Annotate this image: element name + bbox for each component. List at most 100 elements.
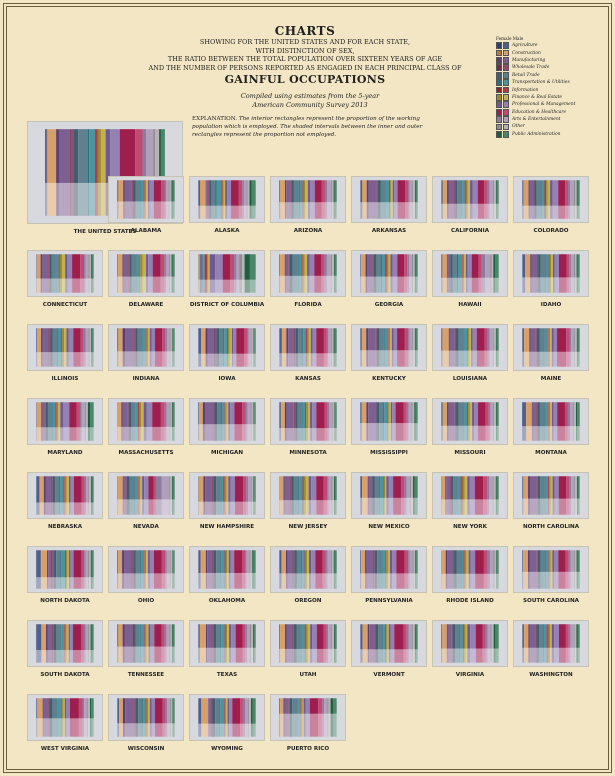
- bar-inner-female-8: [310, 624, 313, 649]
- bar-inner-male-0: [37, 550, 41, 578]
- bar-inner-female-5: [221, 402, 223, 425]
- bar-inner-male-11: [89, 476, 92, 503]
- bar-inner-male-9: [565, 180, 569, 206]
- bar-inner-male-5: [382, 550, 386, 574]
- bar-inner-female-7: [546, 180, 548, 206]
- bar-inner-male-8: [394, 180, 398, 203]
- bar-inner-male-6: [389, 180, 391, 203]
- legend-swatch-male: [503, 86, 509, 94]
- bar-inner-female-7: [388, 328, 391, 351]
- bar-inner-male-11: [332, 254, 335, 276]
- bar-inner-female-12: [414, 254, 416, 277]
- chart-svg: [441, 550, 499, 589]
- bar-inner-male-9: [240, 698, 243, 724]
- bar-inner-male-7: [305, 476, 309, 501]
- bar-inner-male-1: [201, 698, 209, 724]
- legend-label: Agriculture: [512, 43, 538, 49]
- bar-inner-male-11: [493, 476, 496, 500]
- bar-inner-male-0: [360, 550, 362, 574]
- bar-inner-female-5: [302, 328, 304, 354]
- bar-inner-male-3: [292, 624, 294, 649]
- bar-inner-male-12: [254, 476, 256, 502]
- bar-inner-male-0: [198, 328, 202, 354]
- bar-inner-male-12: [497, 180, 499, 204]
- bar-inner-male-2: [285, 254, 289, 276]
- bar-inner-male-8: [474, 402, 479, 426]
- bar-inner-male-8: [554, 476, 559, 499]
- chart-panel: [270, 176, 346, 223]
- chart-panel: [270, 546, 346, 593]
- bar-inner-female-9: [235, 624, 243, 648]
- chart-label: TENNESSEE: [127, 672, 165, 678]
- bar-inner-male-6: [221, 180, 223, 206]
- bar-inner-male-6: [305, 550, 306, 574]
- chart-label: MASSACHUSETTS: [118, 450, 174, 456]
- bar-inner-female-2: [445, 476, 447, 500]
- bar-inner-female-11: [493, 402, 495, 426]
- bar-inner-male-0: [522, 550, 524, 572]
- bar-inner-female-12: [172, 476, 173, 500]
- bar-inner-male-10: [571, 328, 575, 352]
- bar-inner-male-12: [172, 180, 175, 202]
- bar-inner-male-10: [571, 476, 575, 499]
- bar-inner-female-12: [172, 328, 174, 352]
- bar-inner-male-12: [173, 698, 175, 724]
- bar-inner-male-4: [453, 476, 458, 500]
- bar-inner-male-3: [290, 180, 292, 203]
- bar-inner-female-7: [64, 476, 67, 503]
- bar-inner-female-11: [410, 476, 412, 498]
- chart-label: NORTH DAKOTA: [40, 598, 90, 604]
- bar-inner-male-12: [496, 328, 499, 351]
- bar-inner-male-9: [230, 254, 235, 280]
- bar-inner-male-5: [57, 328, 62, 353]
- bar-inner-female-9: [148, 476, 154, 500]
- bar-inner-male-11: [247, 180, 250, 206]
- bar-inner-male-12: [91, 624, 94, 651]
- bar-inner-male-1: [280, 698, 284, 714]
- bar-inner-male-4: [135, 624, 140, 647]
- legend-label: Other: [512, 124, 525, 130]
- bar-inner-female-8: [551, 624, 555, 648]
- bar-inner-female-4: [291, 476, 294, 501]
- bar-inner-male-7: [550, 402, 553, 427]
- bar-inner-male-4: [536, 180, 541, 206]
- bar-inner-male-9: [241, 550, 246, 573]
- bar-inner-male-9: [404, 254, 408, 277]
- bar-inner-male-6: [59, 254, 60, 279]
- bar-inner-female-7: [383, 476, 386, 498]
- bar-inner-male-1: [37, 328, 42, 353]
- bar-inner-female-10: [481, 254, 486, 278]
- bar-inner-male-11: [413, 624, 415, 650]
- bar-inner-male-3: [449, 254, 451, 278]
- bar-inner-male-9: [565, 550, 569, 572]
- chart-svg: [279, 624, 337, 663]
- chart-panel: [513, 620, 589, 667]
- bar-inner-male-5: [135, 402, 138, 427]
- chart-panel: [513, 472, 589, 519]
- bar-inner-female-5: [57, 698, 58, 719]
- bar-inner-male-2: [45, 476, 52, 503]
- chart-svg: [360, 550, 418, 589]
- bar-inner-female-2: [284, 254, 286, 276]
- bar-inner-male-2: [286, 402, 294, 429]
- chart-svg: [441, 254, 499, 293]
- bar-inner-male-1: [119, 698, 123, 724]
- bar-inner-female-2: [448, 328, 450, 351]
- bar-inner-male-7: [550, 476, 553, 499]
- bar-inner-female-2: [530, 254, 532, 278]
- bar-inner-male-6: [144, 624, 146, 647]
- bar-inner-male-11: [85, 402, 88, 428]
- bar-inner-female-5: [544, 550, 546, 572]
- bar-inner-male-12: [415, 624, 418, 650]
- bar-inner-male-11: [491, 254, 494, 278]
- bar-inner-male-5: [89, 129, 96, 183]
- bar-inner-female-5: [219, 698, 221, 724]
- bar-inner-male-0: [37, 624, 42, 651]
- chart-panel: [108, 472, 184, 519]
- bar-inner-male-4: [51, 254, 56, 279]
- bar-inner-male-5: [541, 180, 545, 206]
- bar-inner-female-10: [568, 624, 571, 648]
- bar-inner-female-10: [408, 328, 410, 351]
- bar-inner-male-5: [298, 698, 301, 714]
- chart-panel: [108, 250, 184, 297]
